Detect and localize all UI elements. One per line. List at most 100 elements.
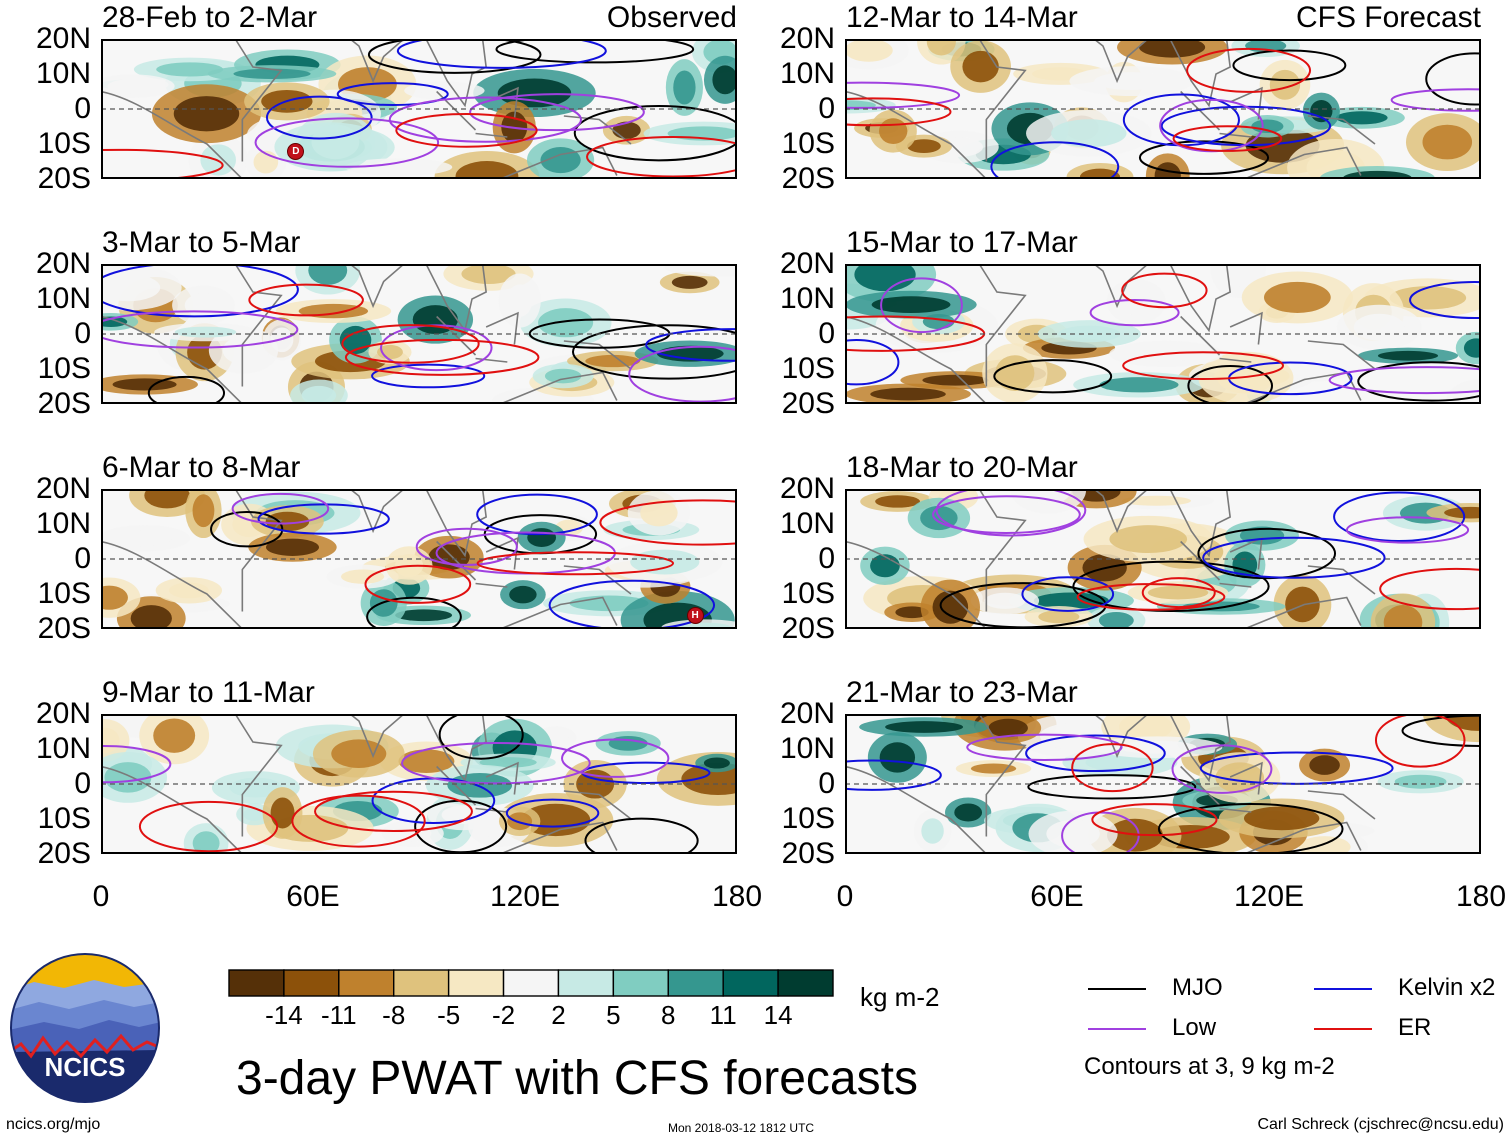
- anomaly-core: [331, 739, 387, 769]
- contour-mjo: [1138, 140, 1270, 175]
- y-tick-label: 10S: [781, 802, 835, 835]
- anomaly-core: [173, 96, 240, 132]
- anomaly-core: [243, 807, 266, 821]
- anomaly-core: [1394, 774, 1447, 789]
- panel-title: 3-Mar to 5-Mar: [102, 226, 301, 259]
- anomaly-core: [640, 499, 678, 527]
- anomaly-core: [585, 354, 641, 368]
- anomaly-core: [1147, 585, 1209, 600]
- y-tick-label: 0: [74, 542, 91, 575]
- anomaly-core: [112, 378, 177, 391]
- y-tick-label: 10N: [779, 282, 835, 315]
- contour-kelvin-x2: [1202, 536, 1386, 579]
- anomaly-core: [265, 538, 320, 556]
- anomaly-core: [895, 606, 929, 619]
- anomaly-field: [101, 264, 737, 404]
- east-africa-coast: [234, 489, 283, 612]
- colorbar-level-label: -11: [320, 1000, 357, 1030]
- colorbar-swatch: [338, 969, 395, 997]
- anomaly-core: [879, 742, 916, 773]
- footer-author: Carl Schreck (cjschrec@ncsu.edu): [1257, 1116, 1504, 1133]
- panel-frame: [101, 714, 737, 854]
- contour-low: [1089, 298, 1180, 327]
- contour-kelvin-x2: [265, 95, 373, 140]
- x-tick-label: 60E: [1030, 880, 1084, 913]
- anomaly-core: [395, 609, 453, 622]
- contour-kelvin-x2: [990, 141, 1120, 179]
- y-tick-label: 10S: [37, 802, 91, 835]
- contour-low: [101, 310, 299, 349]
- contour-note: Contours at 3, 9 kg m-2: [1084, 1053, 1335, 1080]
- contour-mjo: [1027, 774, 1197, 800]
- y-tick-label: 20S: [781, 162, 835, 195]
- anomaly-core: [174, 326, 237, 338]
- contour-mjo: [1197, 527, 1337, 580]
- anomaly-core: [1098, 611, 1134, 629]
- y-tick-label: 0: [818, 317, 835, 350]
- anomaly-field: [101, 714, 737, 854]
- anomaly-core: [671, 275, 708, 289]
- anomaly-core: [544, 368, 582, 384]
- anomaly-core: [962, 50, 999, 83]
- india-coast: [1046, 39, 1150, 84]
- anomaly-core: [673, 70, 696, 105]
- contour-mjo: [1232, 49, 1347, 82]
- contour-low: [415, 527, 518, 566]
- contour-mjo: [1187, 365, 1273, 404]
- contour-low: [1345, 516, 1470, 544]
- anomaly-core: [922, 374, 989, 386]
- contour-mjo: [1425, 52, 1481, 106]
- coastlines: [101, 714, 632, 854]
- anomaly-field: [845, 264, 1481, 404]
- x-tick-label: 120E: [489, 880, 561, 913]
- contour-low: [401, 742, 591, 785]
- pwat-map-panel: [845, 264, 1481, 404]
- footer-timestamp: Mon 2018-03-12 1812 UTC: [668, 1121, 815, 1135]
- india-coast: [302, 39, 406, 84]
- se-asia-coast: [1169, 714, 1231, 783]
- y-tick-label: 10S: [37, 577, 91, 610]
- y-tick-label: 10N: [779, 57, 835, 90]
- india-coast: [302, 264, 406, 309]
- colorbar-swatch: [612, 969, 669, 997]
- footer-url[interactable]: ncics.org/mjo: [6, 1116, 101, 1133]
- contour-er: [1091, 803, 1218, 837]
- africa-coast: [845, 315, 987, 404]
- anomaly-core: [394, 825, 432, 842]
- anomaly-core: [1335, 111, 1388, 125]
- anomaly-core: [703, 757, 730, 769]
- contour-er: [845, 97, 952, 127]
- pwat-map-panel: [845, 489, 1481, 629]
- africa-coast: [101, 90, 243, 179]
- anomaly-core: [192, 831, 220, 854]
- anomaly-core: [1377, 350, 1439, 361]
- y-tick-label: 0: [74, 767, 91, 800]
- panel-frame: [101, 489, 737, 629]
- anomaly-core: [104, 762, 152, 793]
- contour-low: [469, 93, 645, 132]
- y-tick-label: 10N: [35, 507, 91, 540]
- anomaly-core: [988, 718, 1028, 738]
- contour-kelvin-x2: [548, 579, 716, 629]
- contour-low: [231, 492, 330, 525]
- contour-low: [388, 96, 583, 143]
- anomaly-core: [130, 605, 172, 629]
- africa-coast: [845, 90, 987, 179]
- australia-coast: [499, 790, 632, 854]
- contour-low: [254, 117, 440, 168]
- y-tick-label: 20N: [779, 472, 835, 505]
- contour-low: [561, 738, 670, 778]
- legend-label: MJO: [1172, 974, 1223, 1001]
- contour-er: [248, 283, 364, 317]
- contour-kelvin-x2: [257, 503, 390, 535]
- y-tick-label: 10N: [35, 282, 91, 315]
- anomaly-core: [1389, 286, 1467, 310]
- contours: [210, 492, 737, 629]
- anomaly-core: [1309, 755, 1340, 775]
- anomaly-field: [845, 39, 1481, 179]
- x-tick-label: 180: [1455, 880, 1507, 913]
- anomaly-core: [222, 336, 265, 365]
- colorbar-level-label: 11: [709, 1000, 737, 1030]
- pwat-map-panel: [101, 489, 737, 629]
